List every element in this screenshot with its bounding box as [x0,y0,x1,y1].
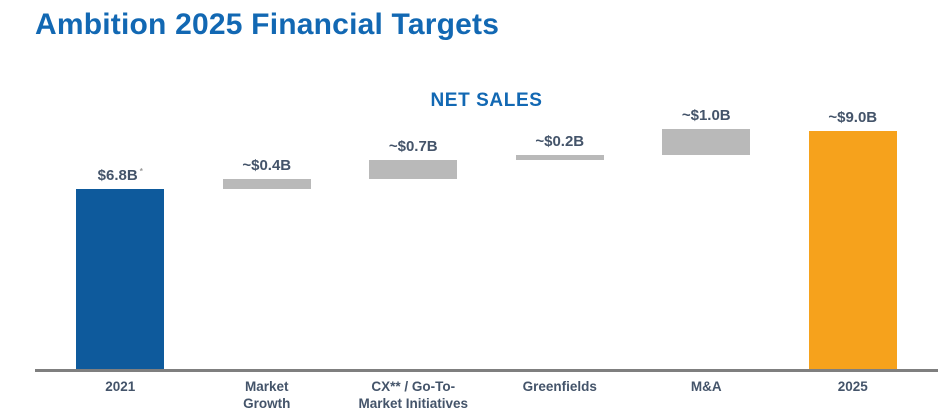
x-axis-line [35,369,938,372]
waterfall-bar-cx-go-to-market-initiatives [369,160,458,179]
category-label-cx-go-to-market-initiatives: CX** / Go-To- Market Initiatives [358,379,469,411]
value-label-2025: ~$9.0B [828,109,878,127]
waterfall-bar-market-growth [222,178,311,190]
page-title: Ambition 2025 Financial Targets [35,8,500,41]
chart-title: NET SALES [430,90,543,111]
value-label-m-a: ~$1.0B [681,106,731,124]
waterfall-bar-2021 [76,189,165,369]
waterfall-bar-2025 [808,131,897,369]
value-label-cx-go-to-market-initiatives: ~$0.7B [388,138,438,156]
value-label-2021: $6.8B * [97,167,143,185]
value-label-market-growth: ~$0.4B [242,156,292,174]
footnote-mark: * [139,167,143,177]
waterfall-bar-m-a [662,128,751,156]
category-label-market-growth: Market Growth [243,379,291,411]
waterfall-bar-greenfields [515,155,604,161]
category-label-2021: 2021 [105,379,136,394]
category-label-m-a: M&A [690,379,722,394]
category-label-greenfields: Greenfields [522,379,597,394]
category-label-2025: 2025 [837,379,868,394]
value-label-greenfields: ~$0.2B [535,133,585,151]
